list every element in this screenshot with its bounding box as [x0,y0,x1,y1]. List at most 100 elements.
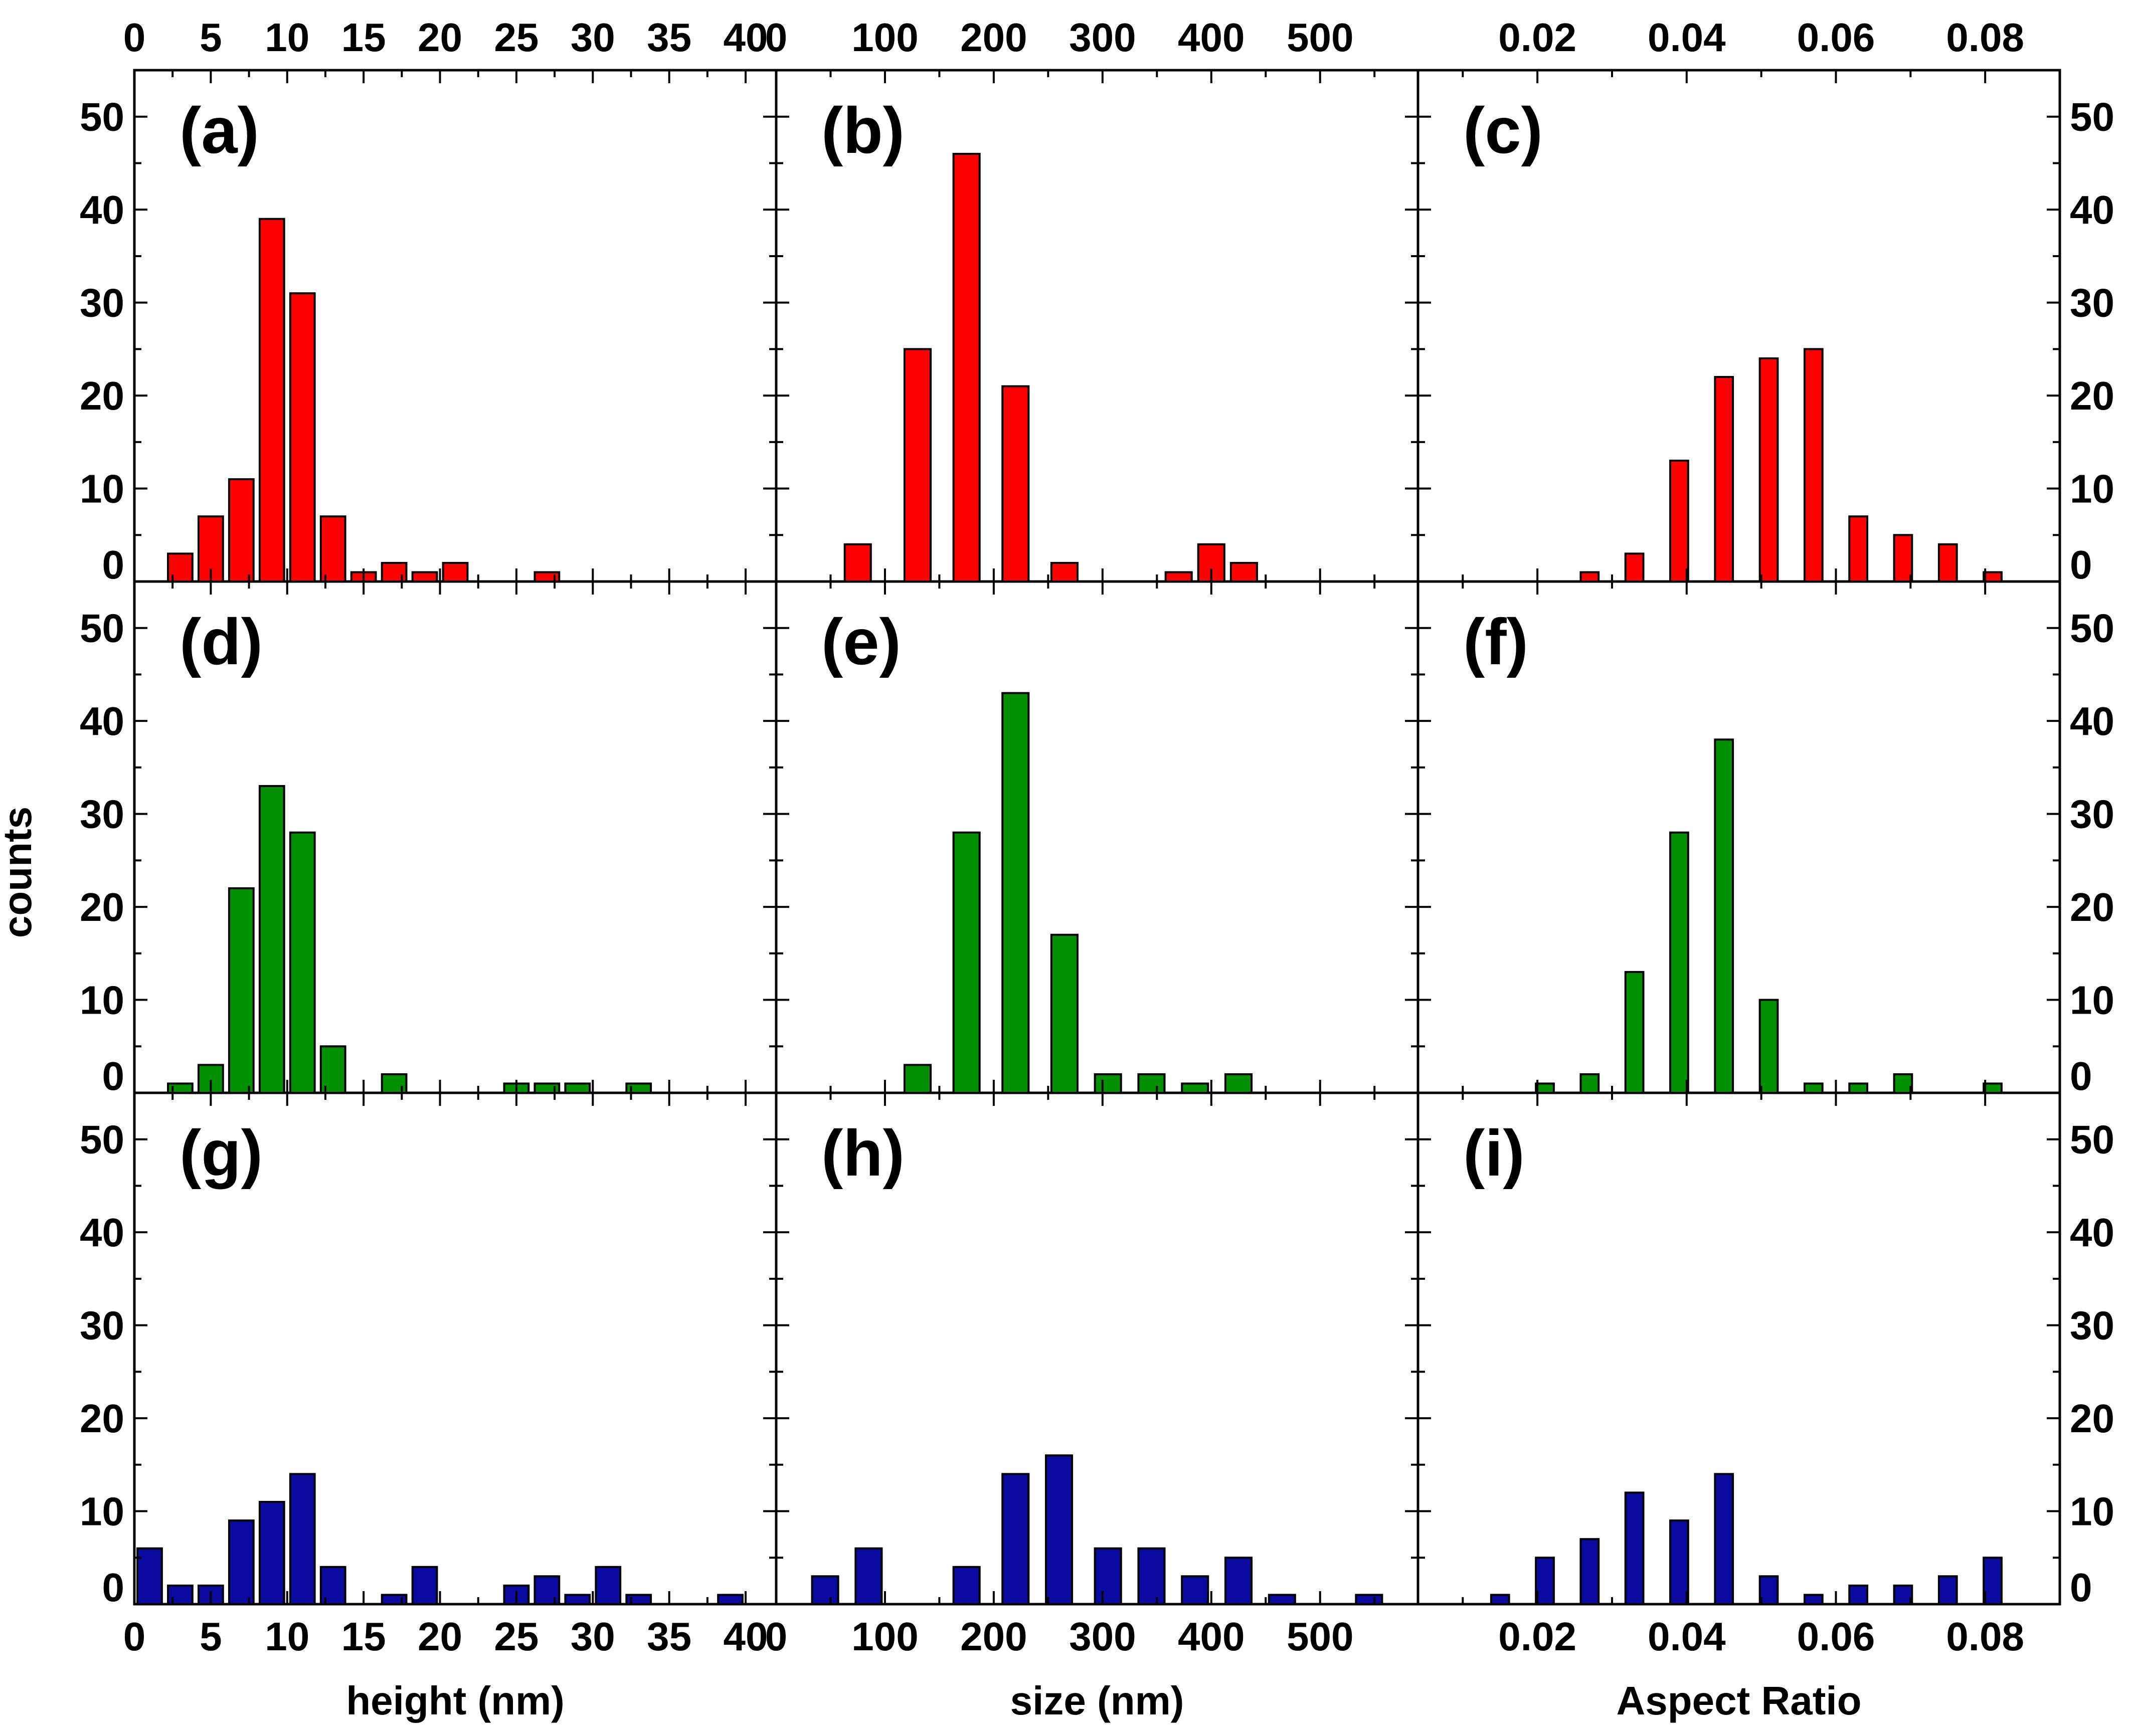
bar-i-9 [1893,1584,1913,1606]
bar-i-7 [1803,1594,1824,1606]
bar-g-3 [228,1519,255,1605]
panel-label-c: (c) [1463,94,1543,167]
y-tick-label-left: 10 [80,978,124,1023]
bar-a-9 [442,561,469,583]
bar-a-3 [258,218,285,583]
x-tick-label-bottom: 35 [647,1614,691,1659]
y-tick-label-right: 20 [2070,373,2114,418]
x-tick-label-top: 20 [418,15,462,60]
y-tick-label-left: 20 [80,373,124,418]
histogram-bars [136,152,2003,1606]
bar-b-3 [1001,385,1030,583]
bar-c-5 [1803,348,1824,583]
bar-d-3 [258,785,285,1094]
panel-label-e: (e) [821,605,901,678]
x-tick-label-top: 0.06 [1797,15,1875,60]
y-tick-label-right: 50 [2070,606,2114,651]
y-tick-label-left: 10 [80,467,124,511]
bar-b-1 [904,348,932,583]
x-tick-label-top: 100 [851,15,918,60]
bar-h-7 [1181,1575,1209,1605]
x-tick-label-bottom: 10 [265,1614,309,1659]
x-tick-label-bottom: 0 [123,1614,146,1659]
x-axis-title-2: Aspect Ratio [1617,1678,1862,1723]
x-tick-label-top: 400 [1178,15,1245,60]
x-tick-label-bottom: 100 [851,1614,918,1659]
y-tick-label-left: 40 [80,699,124,743]
x-tick-label-bottom: 25 [494,1614,539,1659]
x-tick-label-bottom: 300 [1069,1614,1136,1659]
bar-e-3 [1050,933,1079,1094]
x-tick-label-bottom: 0.04 [1648,1614,1726,1659]
bar-d-0 [167,1082,194,1094]
bar-f-1 [1579,1073,1600,1094]
bar-a-8 [411,571,438,583]
x-axis-title-0: height (nm) [346,1678,564,1723]
y-tick-label-right: 30 [2070,1303,2114,1348]
x-tick-label-top: 25 [494,15,539,60]
bar-c-9 [1983,571,2003,583]
bar-i-2 [1579,1538,1600,1606]
bar-f-6 [1803,1082,1824,1094]
bar-e-1 [952,831,981,1094]
y-tick-label-left: 0 [102,1565,125,1610]
x-tick-label-top: 5 [200,15,222,60]
panel-label-g: (g) [180,1116,263,1190]
y-tick-label-left: 50 [80,606,124,651]
bar-c-7 [1893,534,1913,583]
bar-f-7 [1848,1082,1868,1094]
y-tick-label-left: 30 [80,281,124,325]
bar-i-5 [1714,1473,1734,1605]
bar-e-6 [1181,1082,1209,1094]
bar-e-7 [1224,1073,1253,1094]
y-tick-label-left: 40 [80,187,124,232]
x-tick-label-bottom: 500 [1287,1614,1353,1659]
x-tick-label-top: 35 [647,15,691,60]
bar-h-2 [952,1566,981,1605]
bar-g-10 [534,1575,561,1605]
bar-h-4 [1045,1454,1074,1605]
bar-f-9 [1983,1082,2003,1094]
x-tick-label-top: 0 [765,15,788,60]
bar-c-1 [1624,552,1645,583]
y-tick-label-right: 10 [2070,467,2114,511]
x-tick-label-top: 30 [571,15,615,60]
bar-g-11 [564,1594,591,1606]
bar-i-10 [1937,1575,1958,1605]
bar-e-2 [1001,692,1030,1094]
y-tick-label-right: 10 [2070,1489,2114,1534]
y-tick-label-left: 50 [80,95,124,139]
bar-d-9 [564,1082,591,1094]
panel-frames [133,69,2061,1606]
bar-g-8 [411,1566,438,1605]
y-tick-label-left: 10 [80,1489,124,1534]
y-tick-label-right: 30 [2070,792,2114,837]
x-tick-label-bottom: 0.02 [1498,1614,1576,1659]
bar-h-9 [1268,1594,1296,1606]
x-tick-label-top: 0.04 [1648,15,1726,60]
bar-g-13 [625,1594,652,1606]
bar-i-8 [1848,1584,1868,1606]
bar-h-5 [1094,1547,1122,1606]
x-tick-label-top: 10 [265,15,309,60]
bar-a-2 [228,478,255,583]
y-tick-label-right: 0 [2070,1054,2092,1098]
bar-h-8 [1224,1557,1253,1605]
panel-label-b: (b) [821,94,905,167]
x-tick-label-bottom: 0.06 [1797,1614,1875,1659]
y-tick-label-left: 40 [80,1210,124,1255]
bar-e-0 [904,1064,932,1094]
y-tick-label-left: 0 [102,1054,125,1098]
bar-b-2 [952,152,981,583]
bar-i-3 [1624,1491,1645,1606]
bar-d-5 [319,1045,346,1094]
panel-label-d: (d) [180,605,263,678]
panel-label-h: (h) [821,1116,905,1190]
bar-f-2 [1624,971,1645,1094]
bar-f-0 [1535,1082,1555,1094]
y-tick-label-right: 40 [2070,1210,2114,1255]
bar-i-4 [1669,1519,1689,1605]
bar-h-3 [1001,1473,1030,1605]
bar-g-7 [381,1594,408,1606]
bar-a-10 [534,571,561,583]
